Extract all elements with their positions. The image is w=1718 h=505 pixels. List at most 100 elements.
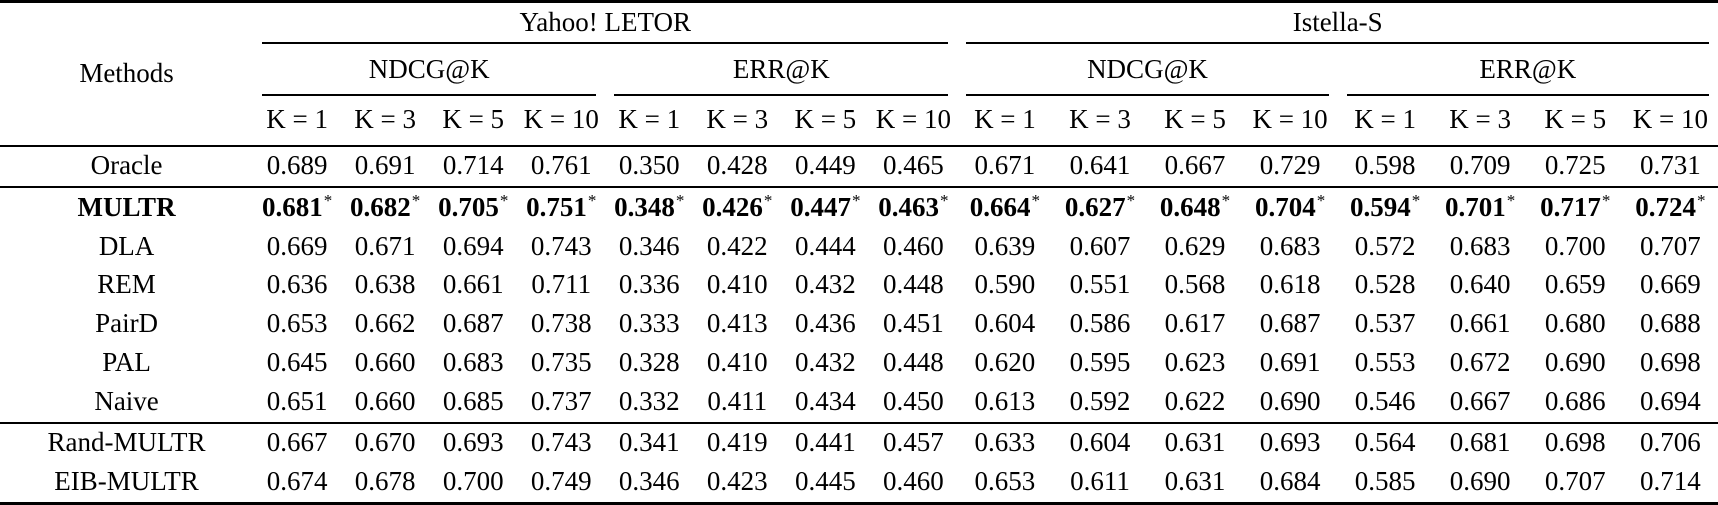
value-cell: 0.465 (869, 145, 958, 188)
method-label: MULTR (77, 191, 176, 222)
metric-value: 0.661 (1449, 308, 1511, 339)
metric-value: 0.546 (1354, 386, 1416, 417)
significance-marker: * (1221, 190, 1231, 210)
value-cell: 0.669 (253, 227, 341, 266)
metric-value: 0.653 (266, 308, 328, 339)
metric-value: 0.537 (1354, 308, 1416, 339)
metric-value: 0.671 (354, 230, 416, 261)
metric-value: 0.689 (266, 150, 328, 181)
value-cell: 0.667 (1432, 382, 1528, 424)
metric-value: 0.346 (618, 466, 680, 497)
value-cell: 0.607 (1052, 227, 1147, 266)
value-cell: 0.681* (253, 187, 341, 227)
value-cell: 0.595 (1052, 344, 1147, 383)
significance-marker: * (851, 190, 861, 210)
significance-marker: * (1411, 190, 1421, 210)
significance-marker: * (1031, 190, 1041, 210)
value-cell: 0.704* (1243, 187, 1338, 227)
value-cell: 0.717* (1528, 187, 1623, 227)
value-cell: 0.629 (1148, 227, 1243, 266)
k-header: K = 3 (1052, 95, 1148, 147)
value-cell: 0.586 (1052, 305, 1147, 344)
dataset-header-yahoo-letor: Yahoo! LETOR (253, 2, 957, 44)
metric-value: 0.701 (1445, 191, 1506, 222)
value-cell: 0.670 (341, 423, 429, 463)
value-cell: 0.551 (1052, 266, 1147, 305)
value-cell: 0.671 (341, 227, 429, 266)
metric-value: 0.682 (350, 191, 411, 222)
metric-header-yahoo-err: ERR@K (605, 44, 957, 96)
results-table-body: Oracle 0.689 0.691 0.714 0.761 0.350 0.428 0.44… (0, 145, 1718, 504)
table-row: Rand-MULTR 0.667 0.670 0.693 0.743 0.341 0.419… (0, 423, 1718, 463)
value-cell: 0.410 (693, 344, 781, 383)
metric-value: 0.572 (1354, 230, 1416, 261)
value-cell: 0.618 (1243, 266, 1338, 305)
value-cell: 0.660 (341, 382, 430, 424)
metric-value: 0.724 (1635, 191, 1696, 222)
k-header: K = 5 (1527, 95, 1623, 147)
method-label: DLA (98, 230, 155, 261)
metric-value: 0.717 (1540, 191, 1601, 222)
significance-marker: * (323, 190, 333, 210)
value-cell: 0.662 (341, 305, 429, 344)
metric-value: 0.460 (883, 230, 944, 261)
k-header: K = 1 (605, 95, 694, 147)
metric-value: 0.465 (883, 150, 944, 181)
metric-value: 0.564 (1354, 427, 1416, 458)
metric-value: 0.660 (354, 386, 416, 417)
metric-value: 0.553 (1354, 347, 1416, 378)
metric-value: 0.683 (1449, 230, 1511, 261)
metric-value: 0.669 (1639, 269, 1701, 300)
value-cell: 0.341 (605, 423, 693, 463)
value-cell: 0.645 (253, 344, 341, 383)
value-cell: 0.641 (1052, 145, 1148, 188)
metric-value: 0.613 (974, 386, 1036, 417)
value-cell: 0.432 (781, 344, 869, 383)
value-cell: 0.460 (869, 463, 957, 504)
value-cell: 0.568 (1148, 266, 1243, 305)
metric-value: 0.604 (974, 308, 1036, 339)
value-cell: 0.711 (517, 266, 605, 305)
value-cell: 0.689 (253, 145, 342, 188)
value-cell: 0.598 (1337, 145, 1433, 188)
metric-value: 0.683 (442, 347, 504, 378)
value-cell: 0.622 (1147, 382, 1243, 424)
value-cell: 0.671 (957, 145, 1053, 188)
metric-value: 0.586 (1069, 308, 1131, 339)
metric-value: 0.678 (354, 466, 416, 497)
dataset-header-row: Methods Yahoo! LETOR Istella-S (0, 1, 1718, 147)
value-cell: 0.444 (781, 227, 869, 266)
metric-value: 0.683 (1259, 230, 1321, 261)
metric-value: 0.336 (618, 269, 680, 300)
method-label: EIB-MULTR (54, 466, 199, 497)
value-cell: 0.460 (869, 227, 957, 266)
metric-value: 0.620 (974, 347, 1036, 378)
metric-value: 0.714 (1639, 466, 1701, 497)
metric-value: 0.737 (530, 386, 592, 417)
metric-value: 0.653 (974, 466, 1036, 497)
metric-value: 0.585 (1354, 466, 1416, 497)
metric-value: 0.432 (794, 269, 856, 300)
method-cell: DLA (0, 227, 253, 266)
metric-value: 0.457 (883, 427, 944, 458)
significance-marker: * (1696, 190, 1706, 210)
value-cell: 0.613 (957, 382, 1053, 424)
value-cell: 0.419 (693, 423, 781, 463)
value-cell: 0.714 (429, 145, 518, 188)
metric-value: 0.667 (1449, 386, 1511, 417)
value-cell: 0.660 (341, 344, 429, 383)
value-cell: 0.687 (1243, 305, 1338, 344)
value-cell: 0.434 (781, 382, 870, 424)
value-cell: 0.707 (1528, 463, 1623, 504)
method-cell: REM (0, 266, 253, 305)
value-cell: 0.350 (605, 145, 694, 188)
value-cell: 0.436 (781, 305, 869, 344)
metric-value: 0.669 (266, 230, 328, 261)
metric-value: 0.448 (883, 347, 944, 378)
metric-value: 0.743 (530, 427, 592, 458)
table-header: Methods Yahoo! LETOR Istella-S NDCG@K ER… (0, 1, 1718, 147)
value-cell: 0.546 (1337, 382, 1433, 424)
value-cell: 0.653 (253, 305, 341, 344)
metric-value: 0.688 (1639, 308, 1701, 339)
value-cell: 0.737 (517, 382, 606, 424)
